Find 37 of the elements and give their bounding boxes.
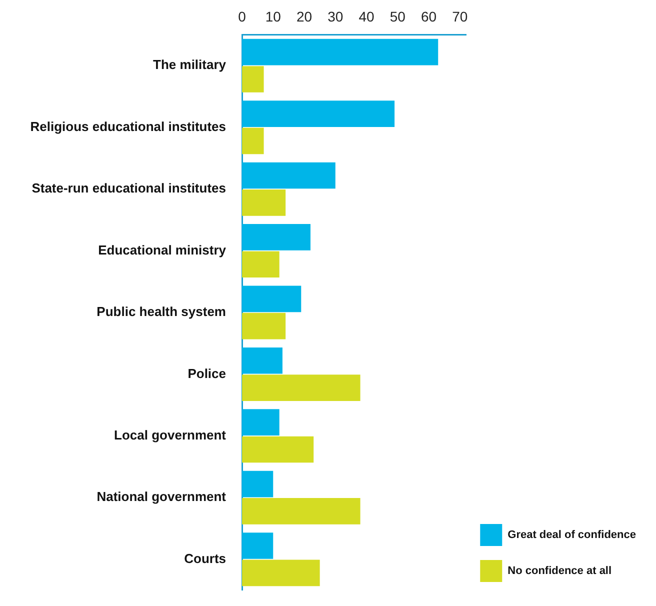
bar [242,436,314,463]
bar [242,470,274,498]
x-tick-label: 30 [328,8,344,24]
bar [242,100,395,127]
y-tick-label: Educational ministry [98,242,227,258]
bar [242,498,360,524]
y-tick-label: Courts [184,550,226,566]
bar [242,224,310,250]
bar [242,251,280,278]
y-tick-label: Public health system [96,304,226,320]
y-tick-label: State-run educational institutes [32,180,226,196]
bar [242,374,360,401]
bar [242,409,280,436]
x-tick-label: 20 [296,8,312,24]
legend-label: Great deal of confidence [508,529,636,542]
bar [242,128,264,154]
bar [242,189,286,216]
x-tick-label: 70 [452,8,468,24]
bar [242,347,282,374]
bar [242,560,320,586]
y-tick-label: Religious educational institutes [30,118,226,134]
x-tick-label: 0 [238,8,246,24]
x-tick-label: 50 [390,8,406,24]
x-tick-label: 10 [265,8,282,24]
x-tick-label: 60 [420,8,437,24]
bar [242,286,302,312]
y-tick-label: The military [153,57,227,72]
y-tick-label: Police [188,366,226,381]
bar [242,38,438,66]
bar [242,66,264,92]
bar [242,312,286,340]
y-tick-label: National government [96,489,227,504]
bar [242,532,274,559]
x-tick-label: 40 [358,8,375,24]
legend-label: No confidence at all [508,565,612,578]
bar [242,162,336,189]
y-tick-label: Local government [114,428,227,442]
